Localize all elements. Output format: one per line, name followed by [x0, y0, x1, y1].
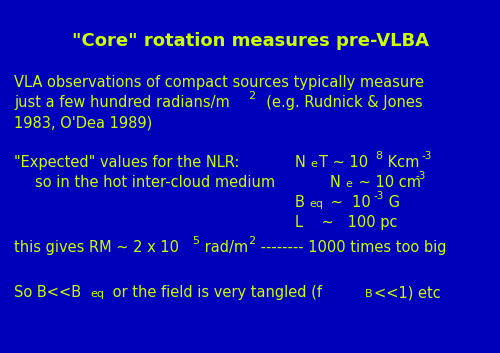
Text: T ~ 10: T ~ 10	[319, 155, 368, 170]
Text: -3: -3	[422, 151, 432, 161]
Text: -3: -3	[374, 191, 384, 201]
Text: (e.g. Rudnick & Jones: (e.g. Rudnick & Jones	[257, 95, 422, 110]
Text: 2: 2	[248, 236, 255, 246]
Text: eq: eq	[309, 199, 323, 209]
Text: 1983, O'Dea 1989): 1983, O'Dea 1989)	[14, 115, 152, 130]
Text: So B<<B: So B<<B	[14, 285, 81, 300]
Text: eq: eq	[90, 289, 104, 299]
Text: ~  10: ~ 10	[326, 195, 371, 210]
Text: N: N	[330, 175, 341, 190]
Text: 5: 5	[192, 236, 199, 246]
Text: rad/m: rad/m	[200, 240, 248, 255]
Text: 2: 2	[248, 91, 255, 101]
Text: e: e	[345, 179, 352, 189]
Text: -3: -3	[415, 171, 426, 181]
Text: ~ 10 cm: ~ 10 cm	[354, 175, 421, 190]
Text: Kcm: Kcm	[383, 155, 420, 170]
Text: L    ~   100 pc: L ~ 100 pc	[295, 215, 398, 230]
Text: this gives RM ~ 2 x 10: this gives RM ~ 2 x 10	[14, 240, 179, 255]
Text: VLA observations of compact sources typically measure: VLA observations of compact sources typi…	[14, 75, 424, 90]
Text: e: e	[310, 159, 317, 169]
Text: G: G	[384, 195, 400, 210]
Text: 8: 8	[375, 151, 382, 161]
Text: or the field is very tangled (f: or the field is very tangled (f	[108, 285, 322, 300]
Text: just a few hundred radians/m: just a few hundred radians/m	[14, 95, 230, 110]
Text: N: N	[295, 155, 306, 170]
Text: so in the hot inter-cloud medium: so in the hot inter-cloud medium	[35, 175, 275, 190]
Text: "Core" rotation measures pre-VLBA: "Core" rotation measures pre-VLBA	[72, 32, 428, 50]
Text: B: B	[365, 289, 372, 299]
Text: B: B	[295, 195, 305, 210]
Text: <<1) etc: <<1) etc	[374, 285, 441, 300]
Text: "Expected" values for the NLR:: "Expected" values for the NLR:	[14, 155, 239, 170]
Text: -------- 1000 times too big: -------- 1000 times too big	[256, 240, 446, 255]
